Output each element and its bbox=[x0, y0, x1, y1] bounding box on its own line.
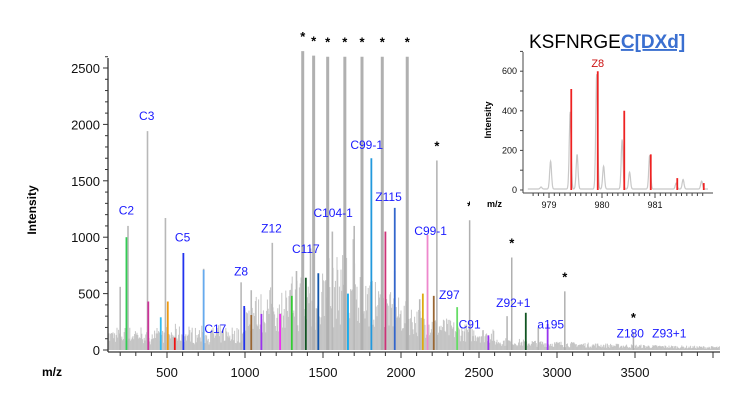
peak-star-marker: * bbox=[509, 236, 515, 251]
peak-label: C2 bbox=[119, 204, 135, 218]
peak-label: Z92+1 bbox=[496, 296, 531, 310]
peak-star-marker: * bbox=[325, 35, 331, 50]
peak-star-marker: * bbox=[380, 35, 386, 50]
inset-title: KSFNRGEC[DXd] bbox=[529, 32, 685, 53]
y-tick-label: 2500 bbox=[71, 61, 100, 76]
peak-label: C91 bbox=[459, 318, 481, 332]
y-axis-label: Intensity bbox=[25, 185, 39, 235]
inset-x-tick-label: 979 bbox=[541, 200, 556, 210]
inset-x-axis-label: m/z bbox=[487, 199, 503, 209]
x-tick-label: 1000 bbox=[231, 365, 260, 380]
peak-star-marker: * bbox=[405, 35, 411, 50]
inset-y-axis-label: Intensity bbox=[483, 101, 493, 138]
inset-title-sequence: KSFNRGE bbox=[529, 32, 621, 53]
x-tick-label: 500 bbox=[156, 365, 178, 380]
y-tick-label: 0 bbox=[93, 343, 100, 358]
y-tick-label: 1000 bbox=[71, 230, 100, 245]
peak-label: C3 bbox=[139, 109, 155, 123]
peak-label: C117 bbox=[292, 242, 320, 256]
peak-label: C99-1 bbox=[350, 138, 383, 152]
peak-star-marker: * bbox=[562, 269, 568, 284]
inset-y-tick-label: 0 bbox=[512, 185, 517, 195]
inset-title-modification: C[DXd] bbox=[621, 32, 685, 53]
peak-label: Z97 bbox=[439, 288, 460, 302]
peak-star-marker: * bbox=[631, 310, 637, 325]
peak-star-marker: * bbox=[300, 29, 306, 44]
peak-label: Z180 bbox=[617, 327, 645, 341]
annotations: * * * * * * ******C2C3C5C17Z8Z12C117C104-1C99-… bbox=[119, 29, 687, 341]
peak-star-marker: * bbox=[434, 138, 440, 153]
peak-label: a195 bbox=[537, 318, 564, 332]
peak-label: C99-1 bbox=[414, 224, 447, 238]
peak-label: C17 bbox=[204, 322, 226, 336]
x-axis-label: m/z bbox=[42, 365, 62, 379]
peak-star-marker: * bbox=[311, 34, 317, 49]
x-tick-label: 3000 bbox=[543, 365, 572, 380]
peak-label: Z93+1 bbox=[652, 327, 687, 341]
peak-label: Z115 bbox=[375, 190, 402, 204]
inset-axes: 0 200 400 600 979 980 981 bbox=[502, 50, 713, 210]
y-tick-label: 2000 bbox=[71, 117, 100, 132]
x-tick-label: 2500 bbox=[465, 365, 494, 380]
peak-star-marker: * bbox=[342, 35, 348, 50]
inset-isotope-plot: KSFNRGEC[DXd] 0 200 400 600 979 980 981 Intens… bbox=[470, 22, 740, 212]
peak-label: C104-1 bbox=[313, 206, 353, 220]
x-tick-label: 2000 bbox=[387, 365, 416, 380]
inset-x-tick-label: 981 bbox=[647, 200, 662, 210]
y-tick-label: 500 bbox=[78, 287, 100, 302]
peak-label: Z8 bbox=[234, 265, 248, 279]
peak-label: Z12 bbox=[261, 222, 282, 236]
inset-y-tick-label: 400 bbox=[502, 106, 517, 116]
x-tick-label: 3500 bbox=[621, 365, 650, 380]
peaks bbox=[119, 51, 635, 350]
y-tick-label: 1500 bbox=[71, 174, 100, 189]
inset-y-tick-label: 200 bbox=[502, 145, 517, 155]
inset-annotation-z8: Z8 bbox=[591, 58, 604, 70]
peak-star-marker: * bbox=[359, 35, 365, 50]
peak-label: C5 bbox=[175, 231, 191, 245]
x-tick-label: 1500 bbox=[309, 365, 338, 380]
theoretical-peaks bbox=[570, 71, 705, 190]
inset-x-tick-label: 980 bbox=[594, 200, 609, 210]
inset-y-tick-label: 600 bbox=[502, 66, 517, 76]
